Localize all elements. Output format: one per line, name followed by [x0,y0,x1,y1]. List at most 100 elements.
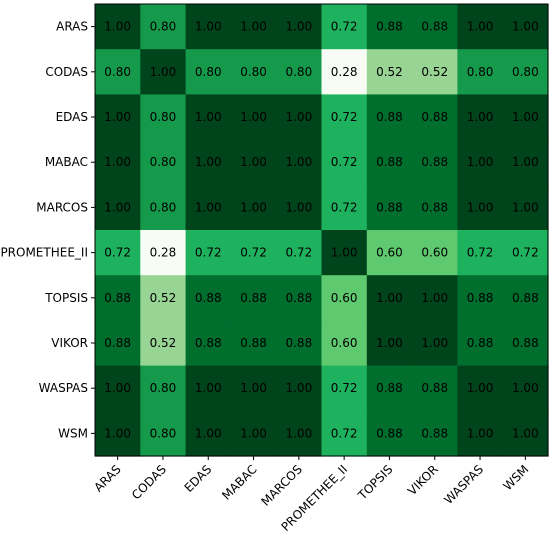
cell-value-label: 0.60 [421,246,448,260]
heatmap-cell-topsis-mabac [230,275,277,321]
heatmap-cell-waspas-wsm [502,365,549,412]
cell-value-label: 0.88 [421,381,448,395]
heatmap-cell-codas-vikor [412,49,458,95]
cell-value-label: 0.72 [512,246,539,260]
cell-value-label: 0.80 [104,65,131,79]
heatmap-cell-promethee-ii-promethee-ii [321,230,368,276]
heatmap-cell-edas-marcos [276,94,323,141]
heatmap-cell-vikor-waspas [457,320,504,367]
heatmap-cell-marcos-edas [185,184,232,231]
heatmap-cell-mabac-topsis [366,139,413,186]
heatmap-cell-promethee-ii-marcos [276,230,323,276]
heatmap-cell-waspas-vikor [412,365,458,412]
cell-value-label: 1.00 [195,426,222,440]
y-tick-label-aras: ARAS [56,20,88,34]
heatmap-cell-vikor-vikor [412,320,458,367]
cell-value-label: 1.00 [512,381,539,395]
heatmap-cell-vikor-promethee-ii [321,320,368,367]
heatmap-cell-promethee-ii-wsm [502,230,549,276]
cell-value-label: 1.00 [104,20,131,34]
heatmap-cell-promethee-ii-codas [140,230,187,276]
cell-value-label: 1.00 [240,200,267,214]
cell-value-label: 0.72 [240,246,267,260]
heatmap-cell-codas-codas [140,49,187,95]
cell-value-label: 0.88 [376,20,403,34]
cell-value-label: 0.52 [376,65,403,79]
cell-value-label: 1.00 [195,155,222,169]
cell-value-label: 0.72 [331,381,358,395]
plot-frame [94,3,549,457]
cell-value-label: 0.88 [285,291,312,305]
cell-value-label: 1.00 [240,20,267,34]
cell-value-label: 1.00 [240,426,267,440]
cell-value-label: 1.00 [195,110,222,124]
cell-value-label: 1.00 [285,20,312,34]
cell-value-label: 0.88 [195,336,222,350]
cell-value-label: 0.80 [467,65,494,79]
heatmap-cell-labels: 1.00 0.80 1.00 1.00 1.00 0.72 0.88 0.88 1.00 1.00… [104,20,538,441]
cell-value-label: 1.00 [467,20,494,34]
cell-value-label: 1.00 [512,200,539,214]
cell-value-label: 1.00 [376,336,403,350]
cell-value-label: 0.28 [150,246,177,260]
y-tick-label-codas: CODAS [45,65,88,79]
heatmap-cell-mabac-promethee-ii [321,139,368,186]
heatmap-cell-aras-waspas [457,4,504,50]
heatmap-cell-waspas-waspas [457,365,504,412]
heatmap-cell-topsis-aras [95,275,141,321]
heatmap-cell-marcos-wsm [502,184,549,231]
heatmap-cell-aras-topsis [366,4,413,50]
heatmap-cell-mabac-vikor [412,139,458,186]
cell-value-label: 0.88 [512,291,539,305]
y-tick-label-edas: EDAS [56,110,88,124]
x-tick-label-aras: ARAS [91,462,123,494]
cell-value-label: 0.88 [421,155,448,169]
cell-value-label: 1.00 [240,381,267,395]
heatmap-cell-aras-aras [95,4,141,50]
heatmap-cell-waspas-aras [95,365,141,412]
heatmap-cell-vikor-mabac [230,320,277,367]
cell-value-label: 0.72 [467,246,494,260]
heatmap-cell-aras-wsm [502,4,549,50]
heatmap-cell-waspas-edas [185,365,232,412]
cell-value-label: 1.00 [285,200,312,214]
heatmap-cell-wsm-codas [140,410,187,457]
x-tick-label-topsis: TOPSIS [355,462,396,503]
heatmap-cell-wsm-vikor [412,410,458,457]
cell-value-label: 0.88 [421,20,448,34]
heatmap-cell-vikor-wsm [502,320,549,367]
cell-value-label: 1.00 [285,155,312,169]
cell-value-label: 1.00 [467,381,494,395]
x-tick-label-edas: EDAS [182,462,215,495]
cell-value-label: 0.88 [421,426,448,440]
y-tick-label-waspas: WASPAS [39,381,88,395]
cell-value-label: 0.72 [195,246,222,260]
cell-value-label: 0.72 [285,246,312,260]
cell-value-label: 0.88 [195,291,222,305]
cell-value-label: 0.80 [150,381,177,395]
cell-value-label: 1.00 [512,110,539,124]
cell-value-label: 0.80 [512,65,539,79]
heatmap-cell-topsis-wsm [502,275,549,321]
cell-value-label: 1.00 [512,426,539,440]
heatmap-cell-mabac-edas [185,139,232,186]
cell-value-label: 1.00 [512,155,539,169]
y-tick-label-vikor: VIKOR [51,336,88,350]
cell-value-label: 0.80 [150,426,177,440]
cell-value-label: 1.00 [195,200,222,214]
heatmap-cell-marcos-codas [140,184,187,231]
heatmap-cell-mabac-waspas [457,139,504,186]
heatmap-cell-wsm-edas [185,410,232,457]
cell-value-label: 1.00 [195,381,222,395]
heatmap-cell-waspas-codas [140,365,187,412]
heatmap-cell-edas-mabac [230,94,277,141]
cell-value-label: 1.00 [512,20,539,34]
cell-value-label: 1.00 [104,200,131,214]
heatmap-cell-mabac-wsm [502,139,549,186]
heatmap-cell-aras-marcos [276,4,323,50]
heatmap-cell-topsis-promethee-ii [321,275,368,321]
heatmap-cell-promethee-ii-topsis [366,230,413,276]
heatmap-cell-codas-marcos [276,49,323,95]
